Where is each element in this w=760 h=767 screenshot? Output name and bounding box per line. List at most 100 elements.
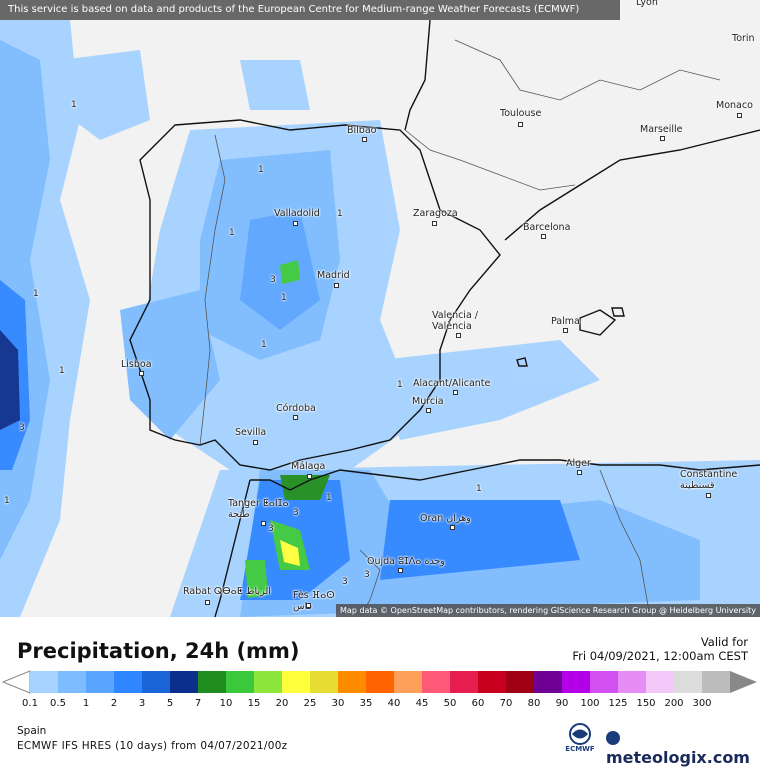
city-label-toulouse: Toulouse: [500, 108, 542, 119]
region-label: Spain: [17, 725, 47, 737]
city-label-constantine: Constantine قسنطينة: [680, 469, 738, 491]
color-scale-swatch: [198, 671, 227, 693]
city-label-monaco: Monaco: [716, 100, 753, 111]
contour-label: 1: [337, 209, 343, 219]
valid-datetime: Fri 04/09/2021, 12:00am CEST: [572, 649, 748, 663]
city-label-barcelona: Barcelona: [523, 222, 571, 233]
contour-label: 1: [397, 380, 403, 390]
color-scale-swatch: [394, 671, 423, 693]
color-scale-swatch: [254, 671, 283, 693]
meteologix-logo-text: meteologix.com: [606, 748, 750, 767]
color-scale-swatch: [282, 671, 311, 693]
color-scale-swatch: [478, 671, 507, 693]
color-scale-swatch: [618, 671, 647, 693]
color-scale-tick: 10: [219, 698, 233, 709]
city-label-alger: Alger: [566, 458, 591, 469]
color-scale-tick: 40: [387, 698, 401, 709]
ecmwf-logo[interactable]: ECMWF: [560, 723, 600, 757]
city-marker: [205, 600, 210, 605]
color-scale-ticks: 0.1 0.5 1 2 3 5 7 10 15 20 25 30 35 40 45 50 60 70 80 90 100…: [0, 698, 760, 712]
city-marker: [398, 568, 403, 573]
color-scale-tick: 60: [471, 698, 485, 709]
color-scale-swatch: [170, 671, 199, 693]
color-scale-tick: 3: [138, 698, 146, 709]
color-scale-tick: 80: [527, 698, 541, 709]
color-scale-swatch: [702, 671, 731, 693]
city-marker: [432, 221, 437, 226]
color-scale-swatch: [142, 671, 171, 693]
ecmwf-globe-icon: [569, 723, 591, 745]
color-scale-swatch: [534, 671, 563, 693]
color-scale-swatch: [86, 671, 115, 693]
contour-label: 1: [326, 493, 332, 503]
city-marker: [706, 493, 711, 498]
color-scale-swatch: [450, 671, 479, 693]
city-marker: [261, 521, 266, 526]
contour-label: 3: [364, 570, 370, 580]
color-scale-tick: 15: [247, 698, 261, 709]
contour-label: 1: [33, 289, 39, 299]
city-label-sevilla: Sevilla: [235, 427, 267, 438]
color-scale-tick: 20: [275, 698, 289, 709]
color-scale-swatch: [590, 671, 619, 693]
precipitation-map[interactable]: This service is based on data and produc…: [0, 0, 760, 617]
legend-panel: Precipitation, 24h (mm) Valid for Fri 04…: [0, 617, 760, 767]
city-label-zaragoza: Zaragoza: [413, 208, 458, 219]
city-label-murcia: Murcia: [412, 396, 444, 407]
color-scale-tick: 0.1: [22, 698, 38, 709]
city-marker: [541, 234, 546, 239]
city-label-malaga: Málaga: [291, 461, 326, 472]
color-scale-swatch: [226, 671, 255, 693]
ecmwf-logo-text: ECMWF: [565, 745, 595, 753]
contour-label: 1: [59, 366, 65, 376]
color-scale-tick: 70: [499, 698, 513, 709]
borders: [199, 39, 721, 617]
city-label-valladolid: Valladolid: [274, 208, 320, 219]
coastlines: [129, 19, 760, 617]
meteologix-logo[interactable]: meteologix.com: [606, 729, 760, 767]
map-data-attribution[interactable]: Map data © OpenStreetMap contributors, r…: [336, 604, 760, 617]
color-scale-tick: 45: [415, 698, 429, 709]
city-label-cordoba: Córdoba: [276, 403, 316, 414]
color-scale-tick: 1: [82, 698, 90, 709]
scale-arrow-right: [730, 671, 757, 693]
color-scale-tick: 200: [664, 698, 684, 709]
contour-label: 1: [476, 484, 482, 494]
city-marker: [253, 440, 258, 445]
valid-label: Valid for: [700, 635, 748, 649]
contour-label: 3: [19, 423, 25, 433]
contour-label: 3: [293, 508, 299, 518]
color-scale-swatch: [422, 671, 451, 693]
color-scale-swatch: [366, 671, 395, 693]
color-scale-tick: 50: [443, 698, 457, 709]
color-scale-swatch: [58, 671, 87, 693]
color-scale-swatch: [310, 671, 339, 693]
color-scale-tick: 7: [194, 698, 202, 709]
contour-label: 1: [71, 100, 77, 110]
color-scale-swatch: [562, 671, 591, 693]
city-marker: [450, 525, 455, 530]
city-marker: [334, 283, 339, 288]
city-marker: [660, 136, 665, 141]
city-label-madrid: Madrid: [317, 270, 350, 281]
city-marker: [139, 371, 144, 376]
city-label-alicante: Alacant/Alicante: [413, 378, 491, 389]
valid-time: Valid for Fri 04/09/2021, 12:00am CEST: [572, 635, 748, 663]
city-label-tanger: Tanger ⵟⴰⵏⵊⴰ طنجة: [228, 498, 289, 520]
precipitation-field: [0, 20, 760, 617]
city-label-lisboa: Lisboa: [121, 359, 152, 370]
scale-arrow-left: [1, 670, 31, 694]
city-marker: [563, 328, 568, 333]
color-scale-tick: 0.5: [50, 698, 66, 709]
city-label-fes: Fès ⴼⴰⵙ فاس: [293, 590, 335, 612]
city-marker: [453, 390, 458, 395]
color-scale-swatch: [674, 671, 703, 693]
city-marker: [293, 221, 298, 226]
city-label-palma: Palma: [551, 316, 580, 327]
city-label-marseille: Marseille: [640, 124, 683, 135]
city-marker: [307, 474, 312, 479]
city-marker: [426, 408, 431, 413]
city-marker: [737, 113, 742, 118]
model-run-label: ECMWF IFS HRES (10 days) from 04/07/2021…: [17, 740, 288, 752]
color-scale-tick: 25: [303, 698, 317, 709]
